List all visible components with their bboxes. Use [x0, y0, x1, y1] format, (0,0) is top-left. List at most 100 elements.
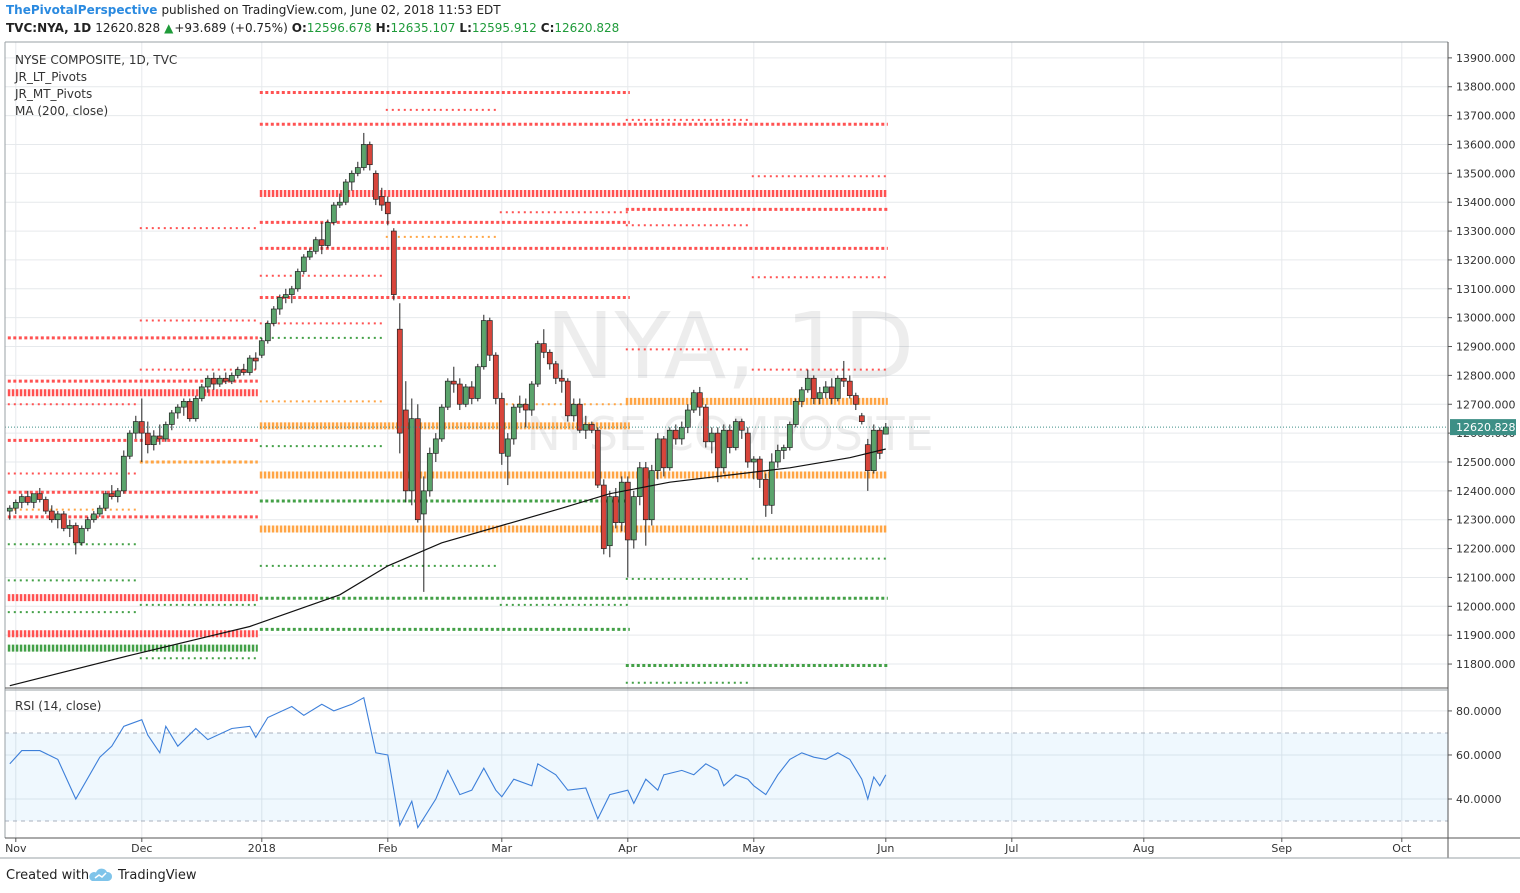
candle-body — [540, 343, 547, 353]
y-tick-label: 13200.000 — [1456, 254, 1516, 267]
candle-body — [420, 490, 427, 515]
last-price-tag — [1450, 419, 1516, 436]
candle-body — [714, 432, 721, 469]
candle-body — [126, 432, 133, 457]
y-tick-label: 13500.000 — [1456, 167, 1516, 180]
tradingview-logo[interactable] — [87, 867, 113, 883]
candle-body — [198, 386, 205, 399]
candle-body — [468, 386, 475, 399]
candle-body — [474, 366, 481, 399]
x-tick-label: Sep — [1271, 842, 1292, 855]
y-tick-label: 12900.000 — [1456, 341, 1516, 354]
candle-body — [132, 421, 139, 434]
candle-body — [666, 429, 673, 469]
y-tick-label: 12100.000 — [1456, 571, 1516, 584]
grid — [5, 42, 1448, 838]
candle-body — [498, 398, 505, 454]
candle-body — [396, 328, 403, 434]
ohlc-c: 12620.828 — [554, 21, 620, 35]
candle-body — [282, 294, 289, 298]
footer-brand[interactable]: TradingView — [118, 868, 197, 883]
candle-body — [774, 450, 781, 463]
candle-body — [426, 452, 433, 492]
candle-body — [510, 406, 517, 440]
candle-body — [654, 438, 661, 471]
candle-body — [432, 438, 439, 454]
y-tick-label: 12400.000 — [1456, 485, 1516, 498]
candle-body — [570, 403, 577, 417]
candle-body — [870, 429, 877, 471]
candle-body — [258, 340, 265, 356]
candle-body — [726, 429, 733, 448]
candle-body — [876, 429, 883, 454]
candle-body — [150, 435, 157, 446]
candle-body — [618, 481, 625, 523]
candle-body — [114, 490, 121, 497]
x-tick-label: May — [742, 842, 765, 855]
y-tick-label: 13700.000 — [1456, 110, 1516, 123]
last-price-label: 12620.828 — [1456, 421, 1516, 434]
ohlc-o-label: O: — [291, 21, 307, 35]
candle-body — [66, 525, 73, 529]
candle-body — [408, 418, 415, 492]
published: published on TradingView.com, June 02, 2… — [161, 3, 501, 17]
publisher[interactable]: ThePivotalPerspective — [6, 3, 158, 17]
candle-body — [756, 458, 763, 480]
ohlc-h: 12635.107 — [390, 21, 456, 35]
candle-body — [612, 496, 619, 523]
candle-body — [840, 377, 847, 382]
overlays — [5, 426, 1448, 687]
candle-body — [138, 421, 145, 434]
candle-body — [294, 271, 301, 290]
candle-body — [36, 493, 43, 500]
y-tick-label: 13900.000 — [1456, 52, 1516, 65]
candle-body — [270, 308, 277, 324]
legend-rsi: RSI (14, close) — [15, 699, 101, 713]
candle-body — [786, 424, 793, 448]
legend-indicator: JR_MT_Pivots — [14, 87, 92, 101]
x-tick-label: Aug — [1133, 842, 1154, 855]
y-tick-label: 13400.000 — [1456, 196, 1516, 209]
candle-body — [600, 484, 607, 549]
candle-body — [12, 502, 19, 509]
y-tick-label: 12800.000 — [1456, 369, 1516, 382]
candle-body — [354, 167, 361, 174]
candle-body — [576, 403, 583, 431]
candle-body — [696, 392, 703, 408]
candles — [6, 132, 889, 592]
candle-body — [216, 377, 223, 385]
ma-line — [9, 448, 886, 687]
candle-body — [678, 426, 685, 440]
candle-body — [276, 297, 283, 310]
candle-body — [594, 429, 601, 486]
candle-body — [54, 513, 61, 521]
candle-body — [378, 196, 385, 206]
candle-body — [288, 288, 295, 295]
candle-body — [642, 467, 649, 521]
candle-body — [444, 380, 451, 408]
candle-body — [156, 435, 163, 440]
candle-body — [264, 323, 271, 342]
candle-body — [810, 377, 817, 399]
candle-body — [300, 256, 307, 272]
y-tick-label: 12200.000 — [1456, 543, 1516, 556]
candle-body — [222, 377, 229, 382]
y-tick-label: 13000.000 — [1456, 312, 1516, 325]
candle-body — [234, 369, 241, 376]
candle-body — [648, 470, 655, 521]
candle-body — [324, 222, 331, 246]
candle-body — [690, 392, 697, 411]
y-tick-label: 11800.000 — [1456, 658, 1516, 671]
candle-body — [480, 320, 487, 368]
candle-body — [744, 432, 751, 463]
candle-body — [102, 493, 109, 509]
candle-body — [174, 406, 181, 414]
candle-body — [96, 507, 103, 515]
candle-body — [588, 424, 595, 431]
rsi-line — [9, 696, 887, 830]
candle-body — [318, 239, 325, 246]
symbol: TVC:NYA, 1D — [6, 21, 92, 35]
change: +93.689 (+0.75%) — [174, 21, 288, 35]
ohlc-c-label: C: — [540, 21, 555, 35]
